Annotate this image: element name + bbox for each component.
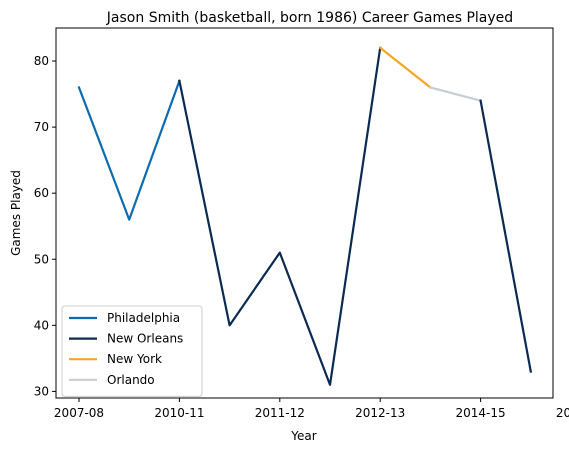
y-tick-label: 50: [34, 252, 49, 266]
series-line-new-orleans: [178, 46, 382, 386]
series-line-philadelphia: [77, 79, 181, 221]
x-tick-label: 2012-13: [355, 406, 405, 420]
y-axis: 30 40 50 60 70 80: [34, 54, 56, 398]
y-tick-label: 70: [34, 120, 49, 134]
x-tick-label: 2010-11: [154, 406, 204, 420]
series-lines: [77, 46, 533, 386]
plot-frame: [55, 27, 554, 399]
legend-box: [61, 305, 203, 397]
x-tick-label: 2007-08: [54, 406, 104, 420]
y-tick-label: 60: [34, 186, 49, 200]
legend-label: Philadelphia: [107, 311, 180, 325]
x-tick-label: 2016-17: [556, 406, 569, 420]
legend-label: New Orleans: [107, 332, 183, 346]
x-axis-label: Year: [290, 429, 316, 443]
legend-label: New York: [107, 352, 162, 366]
series-line-orlando: [429, 86, 482, 103]
y-tick-label: 30: [34, 384, 49, 398]
series-line-new-york: [378, 46, 432, 90]
legend-label: Orlando: [107, 373, 155, 387]
legend: Philadelphia New Orleans New York Orlando: [61, 305, 203, 397]
x-tick-label: 2014-15: [456, 406, 506, 420]
series-line-new-orleans: [479, 99, 533, 373]
x-tick-label: 2011-12: [255, 406, 305, 420]
y-axis-label: Games Played: [9, 170, 23, 256]
x-axis: 2007-08 2010-11 2011-12 2012-13 2014-15 2016-…: [54, 398, 569, 420]
chart-title: Jason Smith (basketball, born 1986) Care…: [106, 10, 513, 26]
y-tick-label: 80: [34, 54, 49, 68]
y-tick-label: 40: [34, 318, 49, 332]
